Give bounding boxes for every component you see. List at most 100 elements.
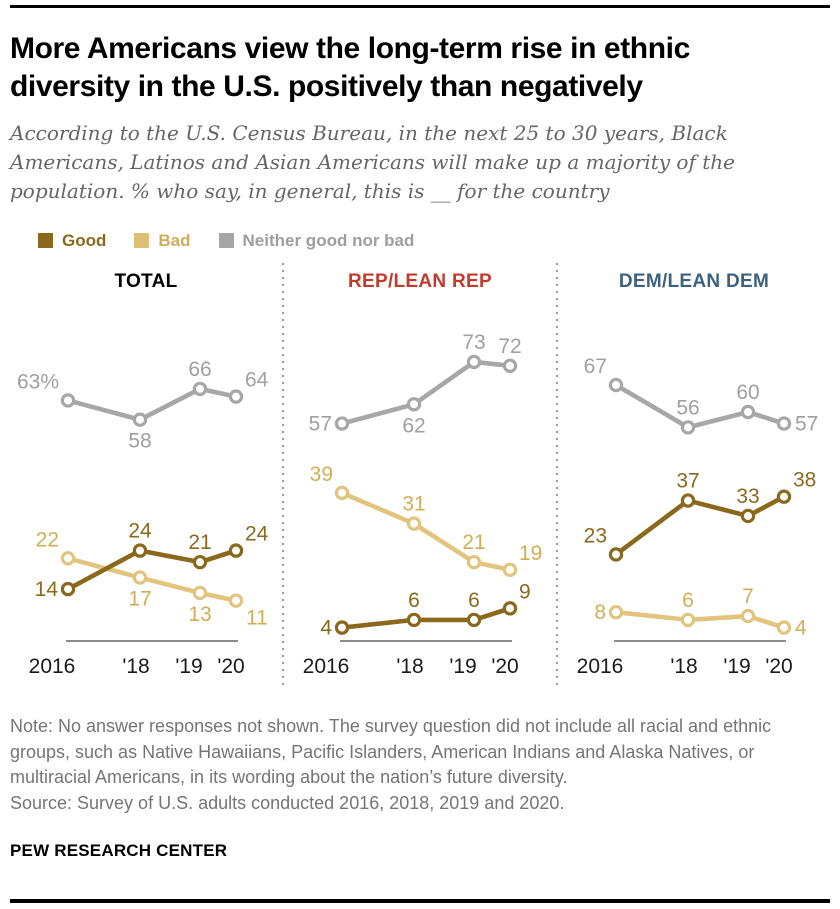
bad-value-label: 8 (594, 601, 606, 624)
good-point (608, 546, 624, 562)
bad-point (192, 585, 208, 600)
good-value-label: 38 (793, 468, 816, 491)
legend-label-good: Good (62, 230, 107, 250)
neither-good-nor-bad-point (680, 419, 696, 435)
bad-value-label: 22 (36, 528, 59, 551)
bad-value-label: 19 (519, 541, 542, 564)
neither-good-nor-bad-line (339, 359, 513, 426)
neither-good-nor-bad-point (406, 396, 422, 412)
bad-point (60, 550, 76, 566)
good-line (613, 493, 787, 557)
panel-rep-chart: 2016 '18 '19 '20 57 62 73 72 39 31 21 19 4 6 6 9 (303, 331, 543, 678)
bad-point (132, 569, 148, 585)
bad-value-label: 13 (188, 603, 211, 626)
bad-value-label: 6 (682, 588, 694, 611)
x-axis-label: 2016 (577, 655, 624, 678)
neither-good-nor-bad-point (608, 377, 624, 392)
legend-item-good: Good (38, 231, 106, 251)
panel-divider (282, 262, 284, 690)
good-value-label: 4 (320, 616, 332, 639)
good-point (466, 612, 482, 627)
good-value-label: 14 (35, 578, 59, 601)
neither-good-nor-bad-value-label: 66 (188, 357, 211, 380)
bad-value-label: 7 (742, 585, 754, 608)
good-point (406, 612, 422, 627)
pew-wordmark: PEW RESEARCH CENTER (10, 841, 228, 861)
neither-good-nor-bad-value-label: 64 (245, 368, 269, 391)
bad-point (776, 619, 792, 635)
neither-good-nor-bad-value-label: 67 (584, 355, 607, 378)
legend-label-neither-good-nor-bad: Neither good nor bad (242, 230, 415, 250)
neither-good-nor-bad-value-label: 57 (309, 412, 332, 435)
good-value-label: 33 (736, 485, 759, 508)
neither-good-nor-bad-value-label: 56 (676, 396, 699, 419)
bad-value-label: 39 (310, 462, 333, 485)
neither-good-nor-bad-value-label: 62 (402, 414, 425, 437)
bad-value-label: 11 (246, 606, 268, 629)
legend-label-bad: Bad (158, 230, 191, 250)
neither-good-nor-bad-value-label: 63% (17, 370, 59, 393)
panel-dem: DEM/LEAN DEM 2016'18'19'20 67 56 60 57 8 6 7 4 23… (558, 263, 830, 690)
x-axis-label: '19 (449, 655, 476, 678)
good-point (60, 581, 76, 596)
page: More Americans view the long-term rise i… (0, 5, 840, 909)
x-axis-label: '18 (122, 655, 149, 678)
bad-value-label: 4 (795, 616, 807, 639)
neither-good-nor-bad-value-label: 60 (736, 381, 759, 404)
panel-total: TOTAL 2016 '18 '19 '20 63% 58 66 64 22 17 13 11 14 24… (10, 263, 282, 690)
good-point (680, 492, 696, 508)
neither-good-nor-bad-line (613, 382, 787, 430)
neither-good-nor-bad-point (228, 388, 244, 404)
bad-point (466, 554, 482, 569)
neither-good-nor-bad-point (60, 392, 76, 408)
x-axis-label: '20 (765, 655, 792, 678)
neither-good-nor-bad-point (740, 404, 756, 419)
good-value-label: 37 (676, 469, 699, 492)
neither-good-nor-bad-point (192, 381, 208, 396)
bad-value-label: 21 (462, 531, 485, 554)
x-axis-label: '19 (723, 655, 750, 678)
legend-item-neither-good-nor-bad: Neither good nor bad (218, 230, 415, 251)
neither-good-nor-bad-value-label: 72 (498, 334, 521, 357)
neither-good-nor-bad-point (776, 415, 792, 431)
panel-title-total: TOTAL (114, 270, 178, 292)
x-axis-label: '20 (217, 655, 244, 678)
source-text: Source: Survey of U.S. adults conducted … (10, 793, 565, 814)
bad-point (502, 562, 518, 577)
panel-divider (556, 262, 558, 690)
bad-point (740, 608, 756, 623)
note-text: Note: No answer responses not shown. The… (10, 715, 772, 788)
neither-good-nor-bad-point (502, 358, 518, 373)
good-value-label: 24 (128, 519, 152, 542)
panel-title-dem: DEM/LEAN DEM (618, 270, 770, 292)
good-line (65, 547, 239, 591)
neither-good-nor-bad-point (466, 354, 482, 369)
chart-title: More Americans view the long-term rise i… (10, 32, 690, 103)
chart-panels: TOTAL 2016'18'19'20 63% 58 66 64 22 17 13 11 14 24… (10, 262, 830, 690)
good-value-label: 6 (408, 588, 420, 611)
footnote: Note: No answer responses not shown. The… (10, 714, 818, 818)
good-value-label: 23 (584, 524, 607, 547)
bad-line (339, 490, 513, 572)
neither-good-nor-bad-value-label: 58 (128, 429, 151, 452)
x-axis-label: '20 (491, 655, 518, 678)
x-axis-label: 2016 (29, 655, 76, 678)
good-value-label: 6 (468, 588, 480, 611)
top-rule (10, 5, 830, 8)
good-point (334, 619, 350, 635)
good-point (228, 542, 244, 558)
legend-swatch-bad (134, 233, 150, 249)
legend: Good Bad Neither good nor bad (38, 231, 830, 251)
neither-good-nor-bad-point (334, 415, 350, 431)
good-point (740, 508, 756, 523)
panel-rep: REP/LEAN REP 2016 '18 '19 '20 57 62 73 72 39 31 21… (284, 263, 556, 690)
bad-point (334, 485, 350, 500)
good-point (132, 542, 148, 558)
bad-point (680, 612, 696, 627)
bottom-rule (10, 899, 830, 903)
good-point (502, 600, 518, 616)
legend-swatch-good (38, 233, 53, 249)
x-axis-label: '18 (670, 655, 697, 678)
bad-value-label: 31 (402, 492, 425, 515)
good-value-label: 21 (188, 531, 211, 554)
